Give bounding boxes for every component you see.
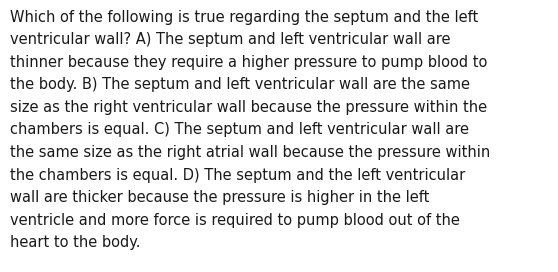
Text: ventricular wall? A) The septum and left ventricular wall are: ventricular wall? A) The septum and left… [10,32,450,47]
Text: thinner because they require a higher pressure to pump blood to: thinner because they require a higher pr… [10,55,488,70]
Text: wall are thicker because the pressure is higher in the left: wall are thicker because the pressure is… [10,190,430,205]
Text: the same size as the right atrial wall because the pressure within: the same size as the right atrial wall b… [10,145,490,160]
Text: the body. B) The septum and left ventricular wall are the same: the body. B) The septum and left ventric… [10,77,470,92]
Text: ventricle and more force is required to pump blood out of the: ventricle and more force is required to … [10,213,460,228]
Text: size as the right ventricular wall because the pressure within the: size as the right ventricular wall becau… [10,100,487,115]
Text: chambers is equal. C) The septum and left ventricular wall are: chambers is equal. C) The septum and lef… [10,122,469,137]
Text: heart to the body.: heart to the body. [10,235,141,250]
Text: Which of the following is true regarding the septum and the left: Which of the following is true regarding… [10,10,478,24]
Text: the chambers is equal. D) The septum and the left ventricular: the chambers is equal. D) The septum and… [10,168,465,183]
